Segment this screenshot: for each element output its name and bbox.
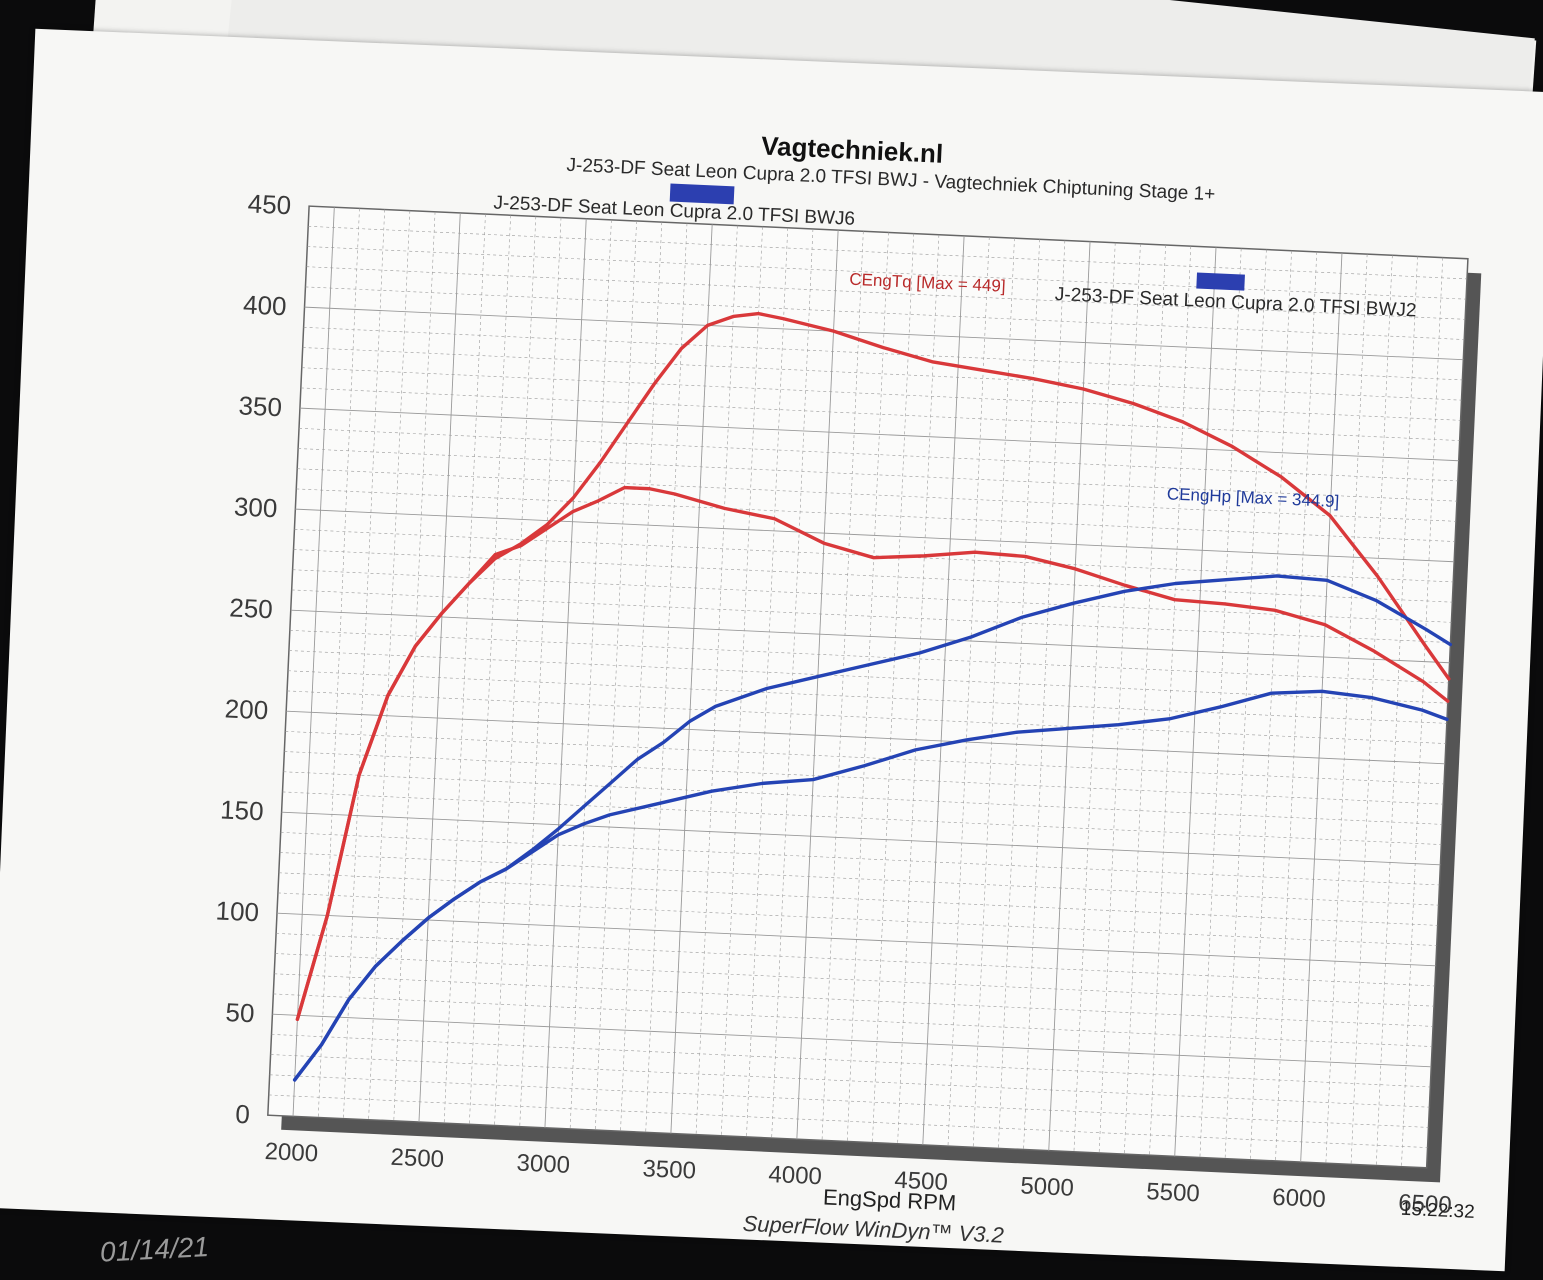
x-tick-label: 3000 <box>516 1150 571 1179</box>
legend-left-swatch <box>669 183 735 205</box>
legend-right-swatch <box>1196 272 1245 291</box>
x-axis-label: EngSpd RPM <box>822 1184 956 1215</box>
x-tick-label: 3500 <box>642 1155 697 1184</box>
series-group <box>292 311 1453 1082</box>
x-tick-label: 6000 <box>1272 1184 1327 1213</box>
x-tick-label: 2500 <box>390 1144 445 1173</box>
y-tick-label: 50 <box>225 997 255 1028</box>
y-tick-label: 150 <box>220 794 265 826</box>
x-tick-label: 6500 <box>1398 1190 1453 1219</box>
axis-ticks: 0 50 100 150 200 250 300 350 400 450 2000 2500 3000 3… <box>215 188 1453 1219</box>
y-tick-label: 0 <box>235 1099 251 1130</box>
print-time: 15:22:32 <box>1400 1199 1475 1223</box>
y-tick-label: 100 <box>215 895 260 927</box>
x-tick-label: 4000 <box>768 1161 823 1190</box>
brand-title: Vagtechniek.nl <box>761 131 944 169</box>
y-tick-label: 300 <box>233 491 278 523</box>
power-line-bwj2 <box>292 689 1449 1082</box>
y-tick-label: 400 <box>243 289 288 321</box>
y-tick-label: 350 <box>238 390 283 422</box>
x-tick-label: 5000 <box>1020 1172 1075 1201</box>
plot-area <box>267 205 1469 1169</box>
handwritten-date: 01/14/21 <box>99 1231 209 1268</box>
x-tick-label: 2000 <box>264 1138 319 1167</box>
torque-line-bwj2 <box>295 485 1450 1022</box>
y-tick-label: 200 <box>224 693 269 725</box>
grid <box>268 207 1468 1167</box>
y-tick-label: 450 <box>247 188 292 220</box>
software-footer: SuperFlow WinDyn™ V3.2 <box>742 1211 1004 1248</box>
y-tick-label: 250 <box>229 592 274 624</box>
x-tick-label: 4500 <box>894 1167 949 1196</box>
x-tick-label: 5500 <box>1146 1178 1201 1207</box>
